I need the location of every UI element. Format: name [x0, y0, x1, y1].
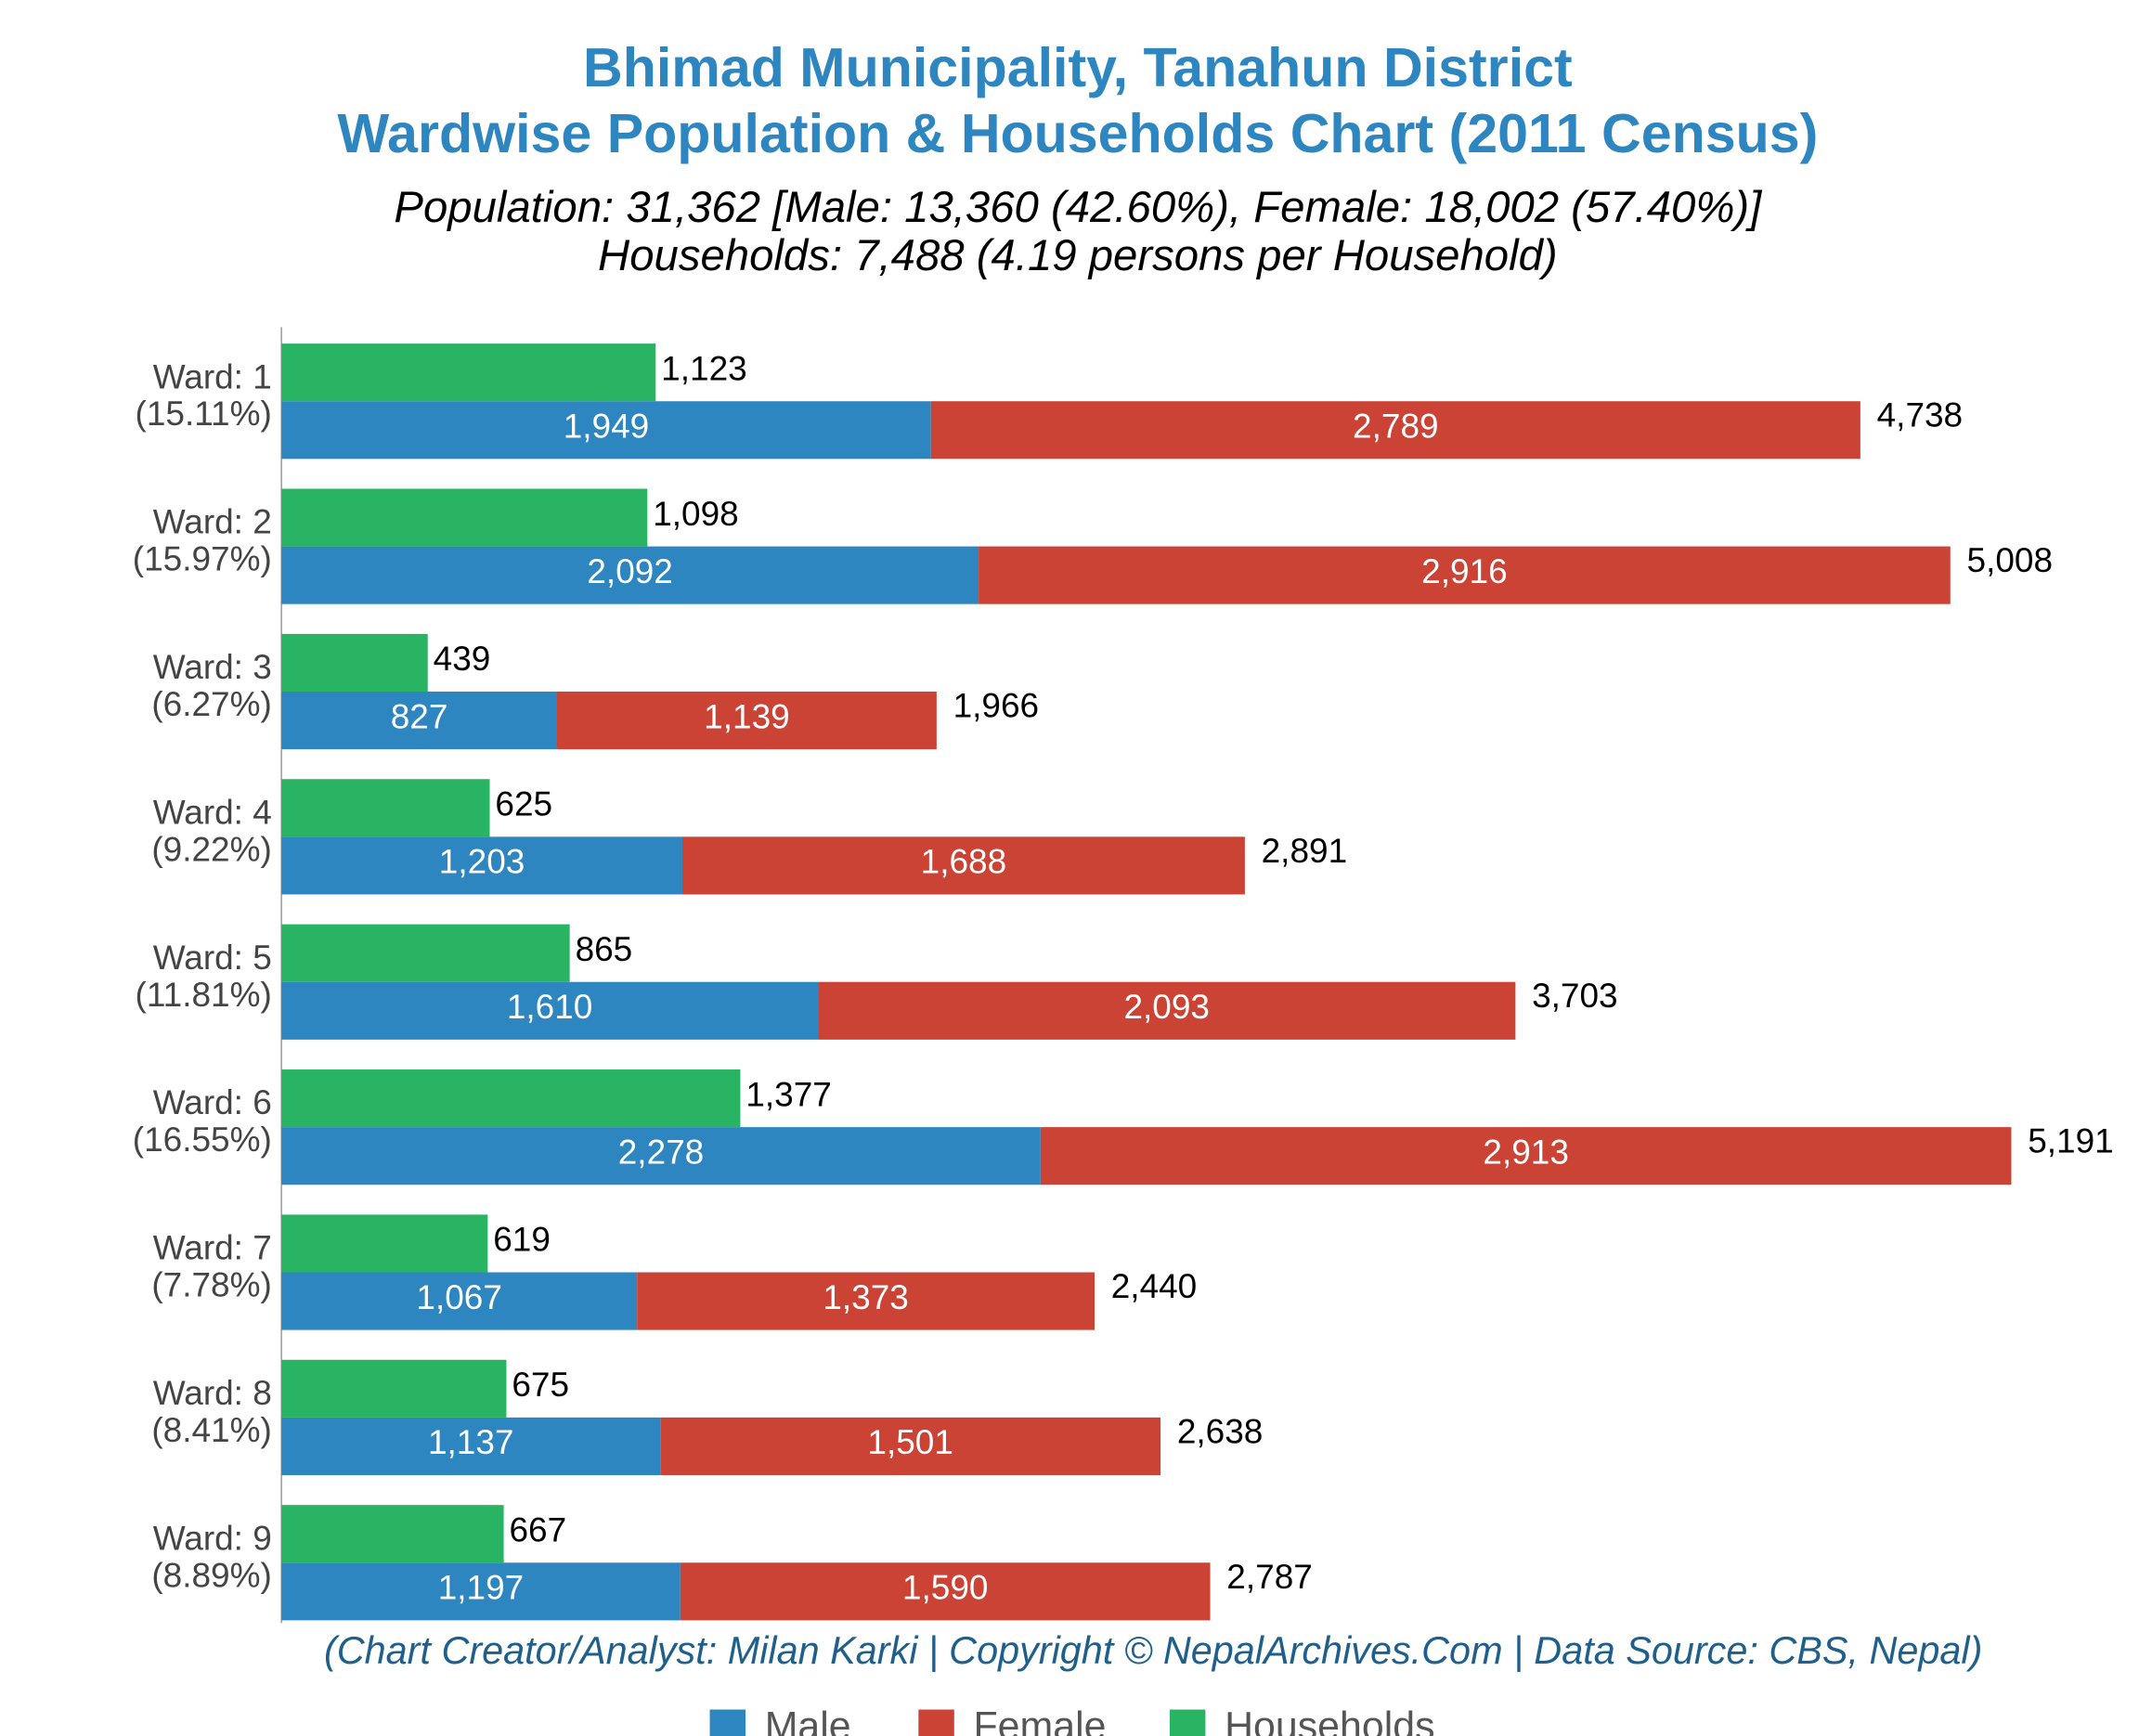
total-label: 2,440: [1111, 1267, 1198, 1305]
y-tick-label: Ward: 9: [153, 1519, 272, 1557]
legend-swatch: [918, 1709, 954, 1736]
value-label: 2,789: [1353, 408, 1439, 446]
y-tick-label: (11.81%): [136, 976, 272, 1014]
total-label: 4,738: [1877, 396, 1964, 434]
bar: [680, 1562, 1211, 1621]
credit: (Chart Creator/Analyst: Milan Karki | Co…: [324, 1629, 1982, 1672]
value-label: 2,093: [1123, 988, 1210, 1026]
bar: [281, 1272, 638, 1330]
bar: [281, 1505, 504, 1563]
y-tick-label: Ward: 3: [153, 648, 272, 686]
bar: [281, 924, 570, 982]
value-label: 675: [512, 1366, 569, 1404]
bar: [1040, 1127, 2012, 1185]
value-label: 1,688: [921, 843, 1007, 881]
value-label: 619: [493, 1221, 551, 1259]
bar: [281, 691, 558, 750]
subtitle: Population: 31,362 [Male: 13,360 (42.60%…: [394, 183, 1763, 232]
y-tick-label: (15.11%): [136, 395, 272, 433]
y-tick-label: Ward: 2: [153, 503, 272, 541]
value-label: 827: [391, 697, 448, 735]
y-tick-label: Ward: 4: [153, 793, 272, 831]
y-tick-label: Ward: 1: [153, 357, 272, 395]
value-label: 1,197: [438, 1569, 525, 1607]
value-label: 1,373: [823, 1278, 909, 1316]
bar: [281, 401, 931, 460]
bar: [281, 343, 656, 402]
value-label: 1,139: [704, 697, 790, 735]
value-label: 1,501: [867, 1423, 953, 1461]
bar: [281, 1417, 661, 1476]
total-label: 5,008: [1967, 541, 2054, 579]
bar: [281, 836, 682, 895]
y-tick-label: Ward: 6: [153, 1083, 272, 1121]
legend-swatch: [709, 1709, 745, 1736]
bar: [979, 546, 1951, 604]
legend-swatch: [1169, 1709, 1206, 1736]
bar: [281, 1359, 507, 1418]
chart-title: Wardwise Population & Households Chart (…: [337, 102, 1818, 164]
bar: [930, 401, 1860, 460]
bar: [660, 1417, 1161, 1476]
total-label: 3,703: [1532, 977, 1618, 1015]
total-label: 2,891: [1262, 832, 1348, 870]
y-tick-label: (9.22%): [151, 830, 271, 868]
y-tick-label: (7.78%): [151, 1266, 271, 1304]
y-tick-label: Ward: 8: [153, 1374, 272, 1412]
bar: [281, 779, 490, 837]
value-label: 865: [576, 930, 633, 968]
value-label: 625: [495, 785, 552, 823]
y-tick-label: Ward: 7: [153, 1229, 272, 1267]
value-label: 667: [509, 1511, 566, 1549]
value-label: 1,137: [428, 1423, 514, 1461]
bar: [281, 633, 428, 692]
y-tick-label: Ward: 5: [153, 939, 272, 977]
total-label: 1,966: [953, 686, 1040, 724]
bar: [281, 1069, 741, 1128]
value-label: 1,067: [416, 1278, 502, 1316]
value-label: 1,590: [902, 1569, 989, 1607]
bar: [281, 1127, 1041, 1185]
y-tick-label: (16.55%): [133, 1121, 272, 1159]
bar: [281, 488, 648, 547]
y-tick-label: (8.89%): [151, 1556, 271, 1594]
total-label: 2,638: [1177, 1412, 1264, 1450]
legend-label: Male: [765, 1704, 851, 1736]
chart-title: Bhimad Municipality, Tanahun District: [583, 36, 1573, 98]
total-label: 5,191: [2028, 1122, 2114, 1160]
subtitle: Households: 7,488 (4.19 persons per Hous…: [598, 231, 1558, 280]
value-label: 2,278: [618, 1133, 705, 1171]
legend-label: Female: [973, 1704, 1106, 1736]
bar: [281, 981, 819, 1040]
y-tick-label: (6.27%): [151, 685, 271, 723]
value-label: 1,377: [745, 1075, 832, 1113]
value-label: 1,123: [661, 349, 747, 387]
legend-label: Households: [1225, 1704, 1434, 1736]
value-label: 1,203: [439, 843, 525, 881]
value-label: 1,098: [653, 495, 739, 533]
value-label: 2,913: [1483, 1133, 1569, 1171]
value-label: 439: [434, 640, 491, 678]
bar: [818, 981, 1516, 1040]
value-label: 1,610: [507, 988, 593, 1026]
bar: [281, 546, 979, 604]
bar: [681, 836, 1245, 895]
bar: [281, 1214, 488, 1273]
value-label: 2,916: [1421, 552, 1508, 590]
y-tick-label: (15.97%): [133, 540, 272, 578]
bar: [557, 691, 937, 750]
value-label: 1,949: [564, 408, 650, 446]
y-tick-label: (8.41%): [151, 1411, 271, 1449]
bar: [281, 1562, 681, 1621]
value-label: 2,092: [587, 552, 673, 590]
bar: [637, 1272, 1095, 1330]
total-label: 2,787: [1226, 1558, 1313, 1596]
